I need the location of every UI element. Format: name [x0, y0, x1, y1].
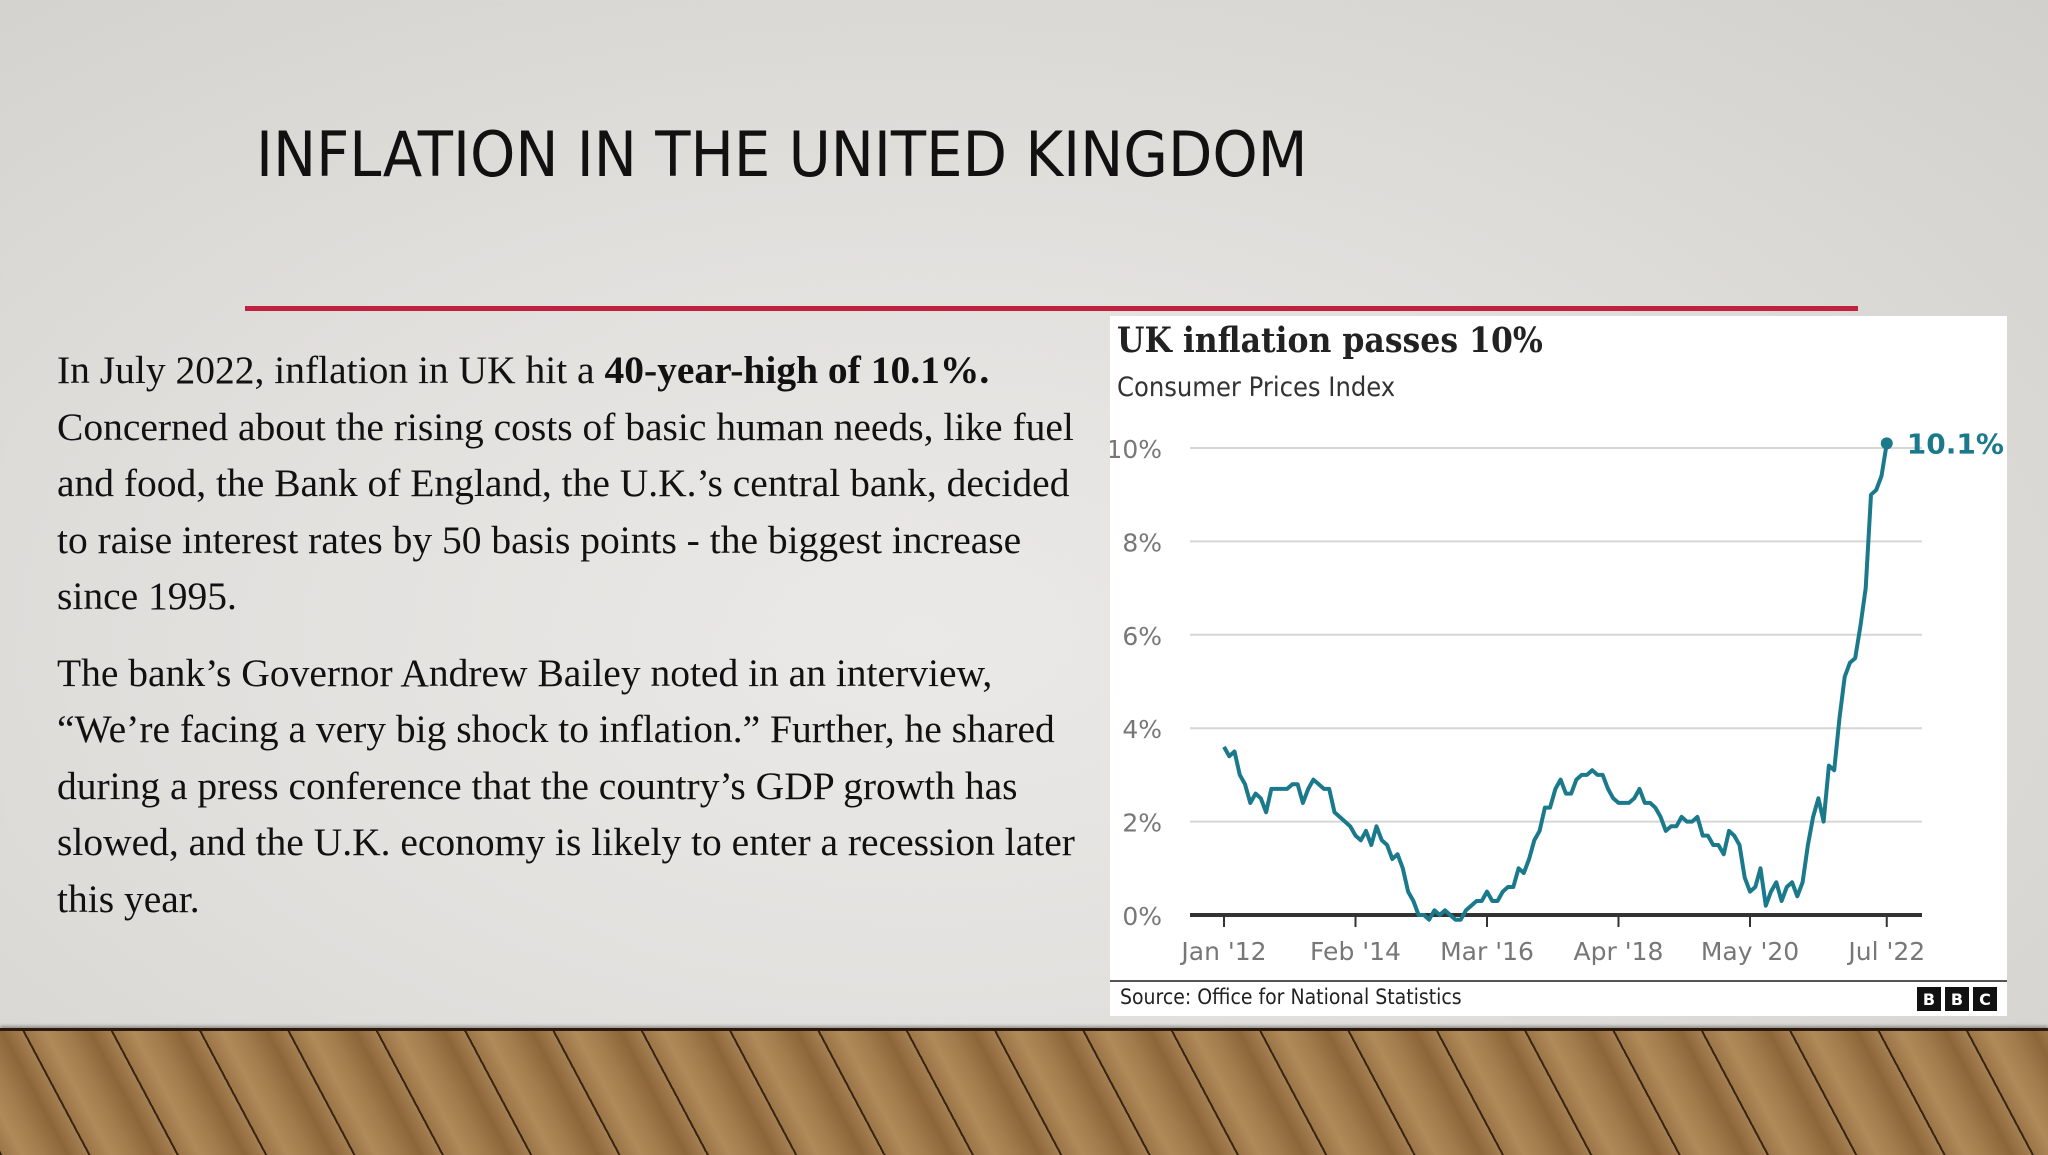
y-tick-label: 0% — [1122, 902, 1162, 931]
logo-letter: B — [1945, 987, 1969, 1011]
slide-title: INFLATION IN THE UNITED KINGDOM — [256, 118, 1308, 191]
chart-card: UK inflation passes 10% Consumer Prices … — [1110, 316, 2007, 1016]
paragraph-2: The bank’s Governor Andrew Bailey noted … — [57, 650, 1075, 921]
x-tick-label: Apr '18 — [1574, 937, 1664, 966]
x-tick-label: Jul '22 — [1846, 937, 1925, 966]
chart-title: UK inflation passes 10% — [1117, 320, 1543, 361]
accent-rule — [245, 306, 1858, 311]
x-tick-label: Feb '14 — [1310, 937, 1401, 966]
chart-subtitle: Consumer Prices Index — [1117, 372, 1396, 403]
end-point-marker — [1880, 437, 1893, 450]
wood-floor-decoration — [0, 1028, 2048, 1155]
y-tick-label: 10% — [1110, 435, 1162, 464]
paragraph-1-rest: Concerned about the rising costs of basi… — [57, 404, 1074, 619]
bbc-logo: B B C — [1917, 987, 1997, 1011]
logo-letter: B — [1917, 987, 1941, 1011]
body-text: In July 2022, inflation in UK hit a 40-y… — [57, 342, 1097, 947]
line-chart: 0% 2% 4% 6% 8% 10% Jan '12 Feb '14 Mar '16 Apr '1… — [1110, 427, 2004, 966]
cpi-line — [1222, 442, 1889, 922]
y-tick-label: 4% — [1122, 715, 1162, 744]
y-tick-label: 6% — [1122, 622, 1162, 651]
paragraph-1-lead: In July 2022, inflation in UK hit a — [57, 348, 605, 392]
source-divider — [1110, 980, 2007, 982]
x-tick-label: Mar '16 — [1440, 937, 1534, 966]
y-tick-label: 8% — [1122, 528, 1162, 557]
paragraph-1-highlight: 40-year-high of 10.1%. — [604, 348, 990, 392]
x-tick-label: May '20 — [1701, 937, 1799, 966]
paragraph-1: In July 2022, inflation in UK hit a 40-y… — [57, 342, 1097, 625]
y-tick-label: 2% — [1122, 809, 1162, 838]
x-tick-label: Jan '12 — [1179, 937, 1266, 966]
logo-letter: C — [1973, 987, 1997, 1011]
end-value-label: 10.1% — [1907, 427, 2004, 460]
chart-source: Source: Office for National Statistics — [1120, 985, 1462, 1009]
